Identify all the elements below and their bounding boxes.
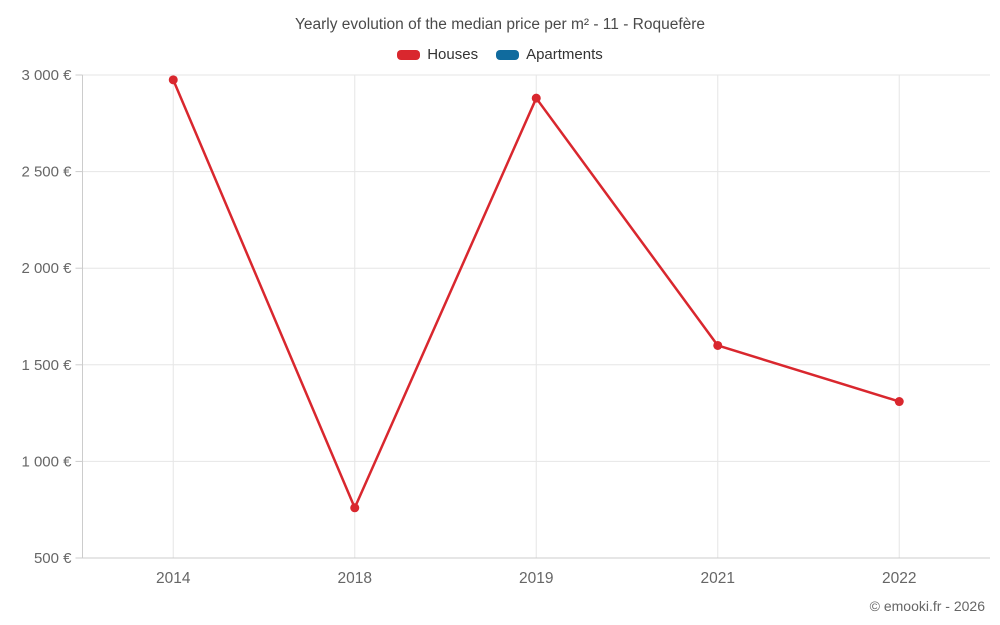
credits-link[interactable]: © emooki.fr - 2026 (869, 598, 985, 614)
data-point-houses-2014 (168, 75, 178, 85)
x-axis-label: 2022 (882, 570, 916, 587)
data-point-houses-2022 (894, 397, 904, 407)
legend-item-apartments[interactable]: Apartments (496, 46, 603, 63)
y-axis-label: 1 000 € (21, 453, 72, 470)
data-point-houses-2018 (350, 503, 360, 513)
legend-label: Apartments (526, 46, 603, 63)
y-axis-label: 1 500 € (21, 357, 72, 374)
legend-swatch-apartments (496, 49, 520, 60)
x-axis-label: 2019 (519, 570, 553, 587)
chart-title: Yearly evolution of the median price per… (294, 16, 706, 33)
y-axis-label: 3 000 € (21, 67, 72, 84)
legend-label: Houses (427, 46, 479, 63)
data-point-houses-2021 (713, 340, 723, 350)
y-axis-label: 2 500 € (21, 164, 72, 181)
data-point-houses-2019 (531, 93, 541, 103)
x-axis-label: 2018 (338, 570, 372, 587)
legend: Houses Apartments (0, 46, 1000, 63)
y-axis-label: 2 000 € (21, 260, 72, 277)
legend-swatch-houses (397, 49, 421, 60)
x-axis-label: 2021 (701, 570, 735, 587)
y-axis-label: 500 € (34, 550, 72, 567)
legend-item-houses[interactable]: Houses (397, 46, 478, 63)
x-axis-label: 2014 (156, 570, 191, 587)
